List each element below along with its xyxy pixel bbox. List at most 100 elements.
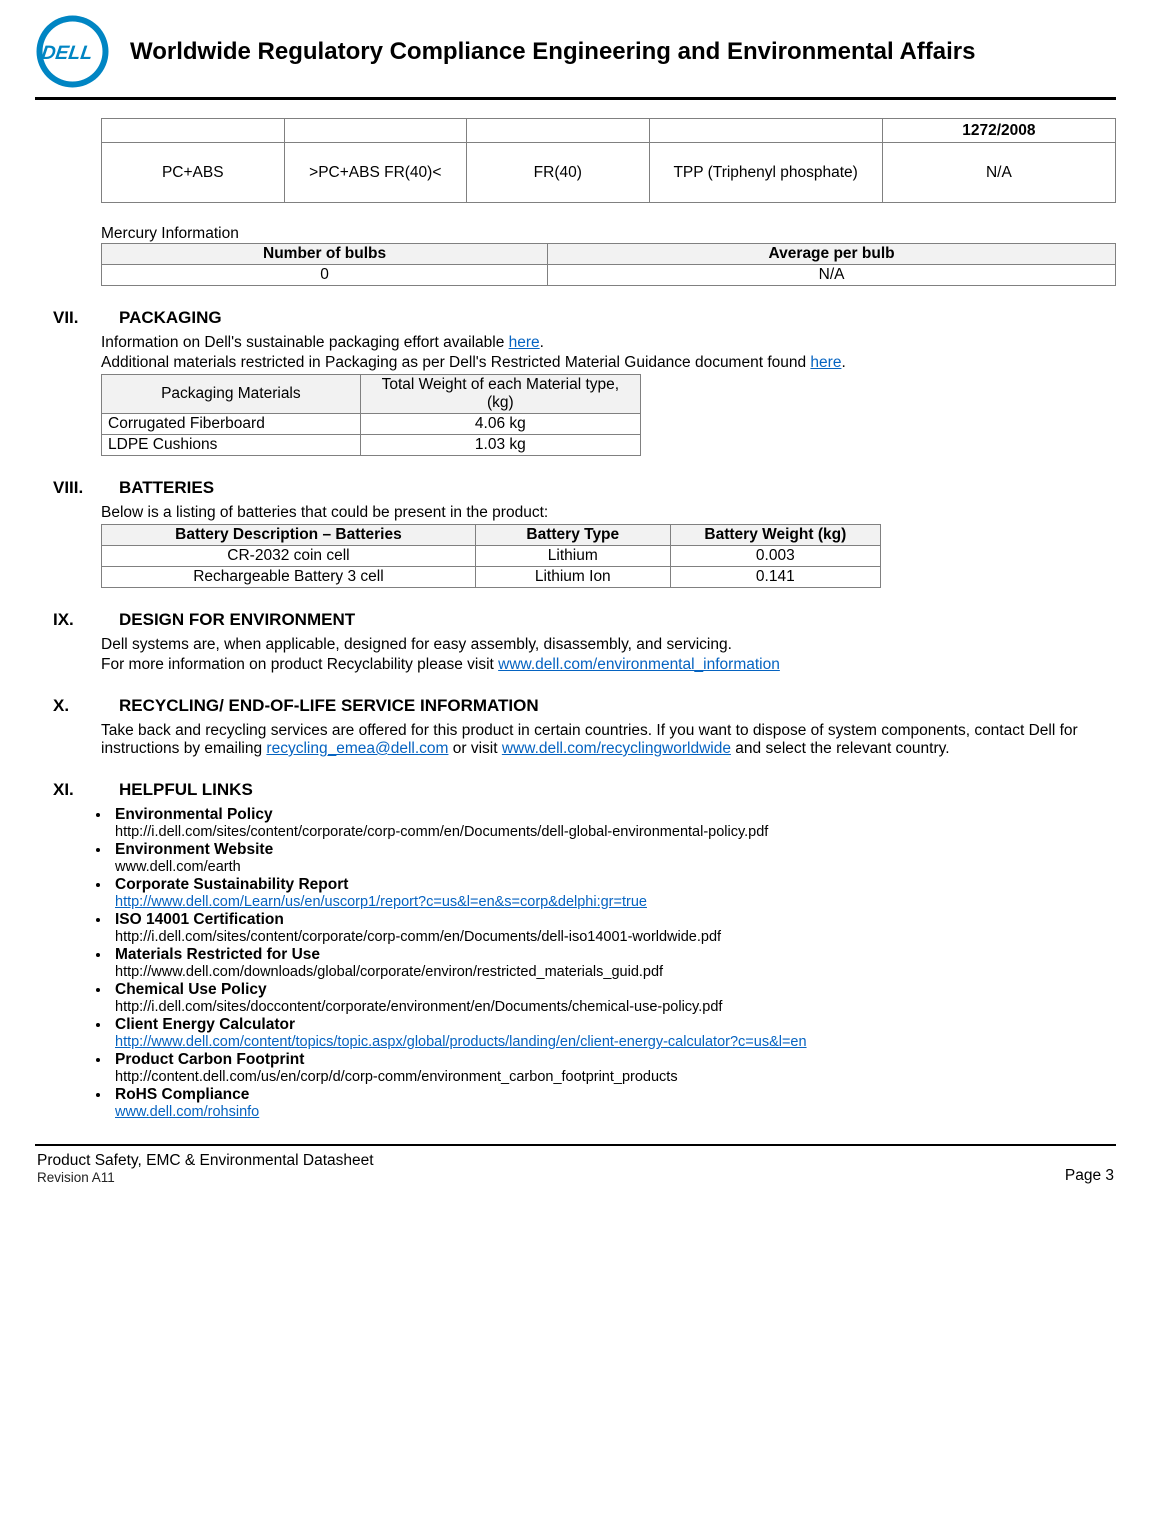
list-item: RoHS Compliancewww.dell.com/rohsinfo (111, 1086, 1116, 1120)
cell: 4.06 kg (360, 414, 640, 435)
section-design: IX. DESIGN FOR ENVIRONMENT (53, 610, 1116, 630)
cell: N/A (548, 265, 1116, 286)
packaging-table: Packaging Materials Total Weight of each… (101, 374, 641, 456)
cell: 0.003 (670, 546, 880, 567)
recycling-url-link[interactable]: www.dell.com/recyclingworldwide (502, 740, 731, 757)
section-title: DESIGN FOR ENVIRONMENT (119, 610, 355, 630)
helpful-links-list: Environmental Policyhttp://i.dell.com/si… (53, 806, 1116, 1120)
packaging-line2: Additional materials restricted in Packa… (101, 354, 1116, 372)
section-title: BATTERIES (119, 478, 214, 498)
link-item-url[interactable]: http://www.dell.com/Learn/us/en/uscorp1/… (115, 894, 647, 910)
link-item-title: Materials Restricted for Use (115, 946, 1116, 964)
section-number: VII. (53, 308, 119, 328)
cell: Corrugated Fiberboard (102, 414, 361, 435)
cell: 0.141 (670, 567, 880, 588)
table-row: Number of bulbs Average per bulb (102, 244, 1116, 265)
cell: Rechargeable Battery 3 cell (102, 567, 476, 588)
list-item: Materials Restricted for Usehttp://www.d… (111, 946, 1116, 980)
cell: CR-2032 coin cell (102, 546, 476, 567)
section-title: PACKAGING (119, 308, 222, 328)
batteries-table: Battery Description – Batteries Battery … (101, 524, 881, 588)
cell: TPP (Triphenyl phosphate) (649, 143, 882, 203)
page-header: DELL Worldwide Regulatory Compliance Eng… (35, 14, 1116, 89)
link-item-url: http://i.dell.com/sites/content/corporat… (115, 929, 1116, 945)
link-item-url: http://content.dell.com/us/en/corp/d/cor… (115, 1069, 1116, 1085)
design-p1: Dell systems are, when applicable, desig… (101, 636, 1116, 654)
cell: Lithium Ion (475, 567, 670, 588)
mercury-block: Mercury Information Number of bulbs Aver… (101, 225, 1116, 286)
link-item-title: Environment Website (115, 841, 1116, 859)
page-footer: Product Safety, EMC & Environmental Data… (35, 1152, 1116, 1185)
recycling-email-link[interactable]: recycling_emea@dell.com (266, 740, 448, 757)
link-item-url: www.dell.com/earth (115, 859, 1116, 875)
dell-logo: DELL (35, 14, 110, 89)
link-item-url[interactable]: http://www.dell.com/content/topics/topic… (115, 1034, 807, 1050)
link-item-url[interactable]: www.dell.com/rohsinfo (115, 1104, 259, 1120)
cell: FR(40) (467, 143, 650, 203)
table-row: PC+ABS >PC+ABS FR(40)< FR(40) TPP (Triph… (102, 143, 1116, 203)
link-item-title: Corporate Sustainability Report (115, 876, 1116, 894)
footer-revision: Revision A11 (37, 1170, 374, 1185)
cell: 1272/2008 (882, 119, 1115, 143)
link-item-title: Chemical Use Policy (115, 981, 1116, 999)
env-info-link[interactable]: www.dell.com/environmental_information (498, 656, 780, 673)
link-item-title: RoHS Compliance (115, 1086, 1116, 1104)
footer-page: Page 3 (1065, 1167, 1114, 1185)
packaging-here-link-1[interactable]: here (509, 334, 540, 351)
table-row: 1272/2008 (102, 119, 1116, 143)
fr-table-block: 1272/2008 PC+ABS >PC+ABS FR(40)< FR(40) … (101, 118, 1116, 203)
svg-text:DELL: DELL (40, 42, 94, 64)
list-item: Client Energy Calculatorhttp://www.dell.… (111, 1016, 1116, 1050)
table-row: Packaging Materials Total Weight of each… (102, 375, 641, 414)
link-item-title: ISO 14001 Certification (115, 911, 1116, 929)
table-row: CR-2032 coin cell Lithium 0.003 (102, 546, 881, 567)
section-packaging: VII. PACKAGING (53, 308, 1116, 328)
section-number: IX. (53, 610, 119, 630)
header-title: Worldwide Regulatory Compliance Engineer… (130, 38, 975, 66)
list-item: Environment Websitewww.dell.com/earth (111, 841, 1116, 875)
cell (467, 119, 650, 143)
recycling-p1: Take back and recycling services are off… (101, 722, 1116, 758)
cell: Packaging Materials (102, 375, 361, 414)
flame-retardant-table: 1272/2008 PC+ABS >PC+ABS FR(40)< FR(40) … (101, 118, 1116, 203)
list-item: Chemical Use Policyhttp://i.dell.com/sit… (111, 981, 1116, 1015)
header-rule (35, 97, 1116, 100)
cell (649, 119, 882, 143)
cell: LDPE Cushions (102, 435, 361, 456)
batteries-intro: Below is a listing of batteries that cou… (101, 504, 1116, 522)
section-number: VIII. (53, 478, 119, 498)
cell (102, 119, 285, 143)
link-item-url: http://i.dell.com/sites/doccontent/corpo… (115, 999, 1116, 1015)
section-title: RECYCLING/ END-OF-LIFE SERVICE INFORMATI… (119, 696, 539, 716)
mercury-caption: Mercury Information (101, 225, 1116, 243)
cell: Battery Type (475, 525, 670, 546)
section-title: HELPFUL LINKS (119, 780, 253, 800)
packaging-here-link-2[interactable]: here (810, 354, 841, 371)
list-item: Corporate Sustainability Reporthttp://ww… (111, 876, 1116, 910)
table-row: 0 N/A (102, 265, 1116, 286)
link-item-title: Environmental Policy (115, 806, 1116, 824)
link-item-title: Product Carbon Footprint (115, 1051, 1116, 1069)
table-row: Corrugated Fiberboard 4.06 kg (102, 414, 641, 435)
footer-title: Product Safety, EMC & Environmental Data… (37, 1152, 374, 1170)
section-recycling: X. RECYCLING/ END-OF-LIFE SERVICE INFORM… (53, 696, 1116, 716)
cell: >PC+ABS FR(40)< (284, 143, 467, 203)
table-row: Battery Description – Batteries Battery … (102, 525, 881, 546)
packaging-line1: Information on Dell's sustainable packag… (101, 334, 1116, 352)
cell: 0 (102, 265, 548, 286)
cell: Number of bulbs (102, 244, 548, 265)
link-item-title: Client Energy Calculator (115, 1016, 1116, 1034)
section-number: XI. (53, 780, 119, 800)
link-item-url: http://i.dell.com/sites/content/corporat… (115, 824, 1116, 840)
cell: N/A (882, 143, 1115, 203)
section-batteries: VIII. BATTERIES (53, 478, 1116, 498)
cell: Average per bulb (548, 244, 1116, 265)
section-links: XI. HELPFUL LINKS (53, 780, 1116, 800)
cell: Lithium (475, 546, 670, 567)
footer-rule (35, 1144, 1116, 1146)
table-row: Rechargeable Battery 3 cell Lithium Ion … (102, 567, 881, 588)
cell: 1.03 kg (360, 435, 640, 456)
cell: Total Weight of each Material type, (kg) (360, 375, 640, 414)
section-number: X. (53, 696, 119, 716)
table-row: LDPE Cushions 1.03 kg (102, 435, 641, 456)
